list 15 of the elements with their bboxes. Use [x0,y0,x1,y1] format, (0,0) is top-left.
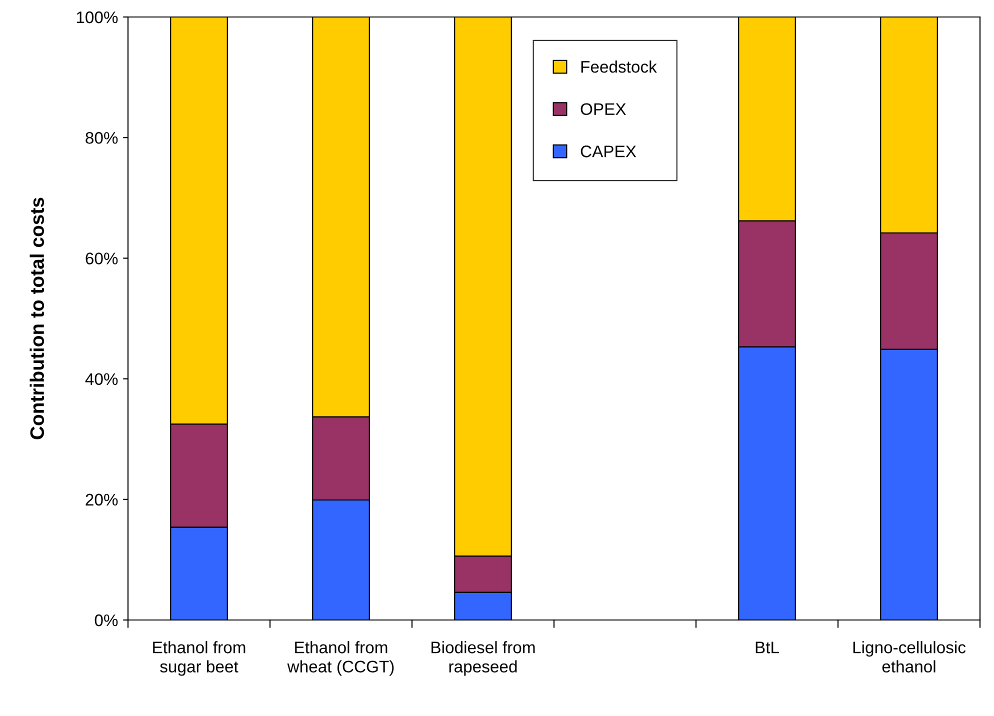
y-tick-label: 80% [86,132,118,144]
y-tick-label: 60% [86,252,118,264]
y-tick-label: 100% [76,11,118,24]
y-tick-label: 20% [86,494,118,506]
x-tick-label: BtL [756,642,779,654]
legend-label: CAPEX [580,146,636,158]
y-axis-title: Contribution to total costs [30,198,44,440]
x-tick-label: Ethanol from wheat (CCGT) [287,641,394,676]
y-tick-label: 0% [94,614,118,626]
y-tick-label: 40% [85,373,118,386]
x-tick-label: Biodiesel from rapeseed [432,641,535,676]
legend-label: Feedstock [581,60,657,73]
x-tick-label: Ethanol from sugar beet [153,641,246,676]
x-tick-label: Ligno-cellulosic ethanol [853,641,966,673]
legend-label: OPEX [580,103,626,116]
